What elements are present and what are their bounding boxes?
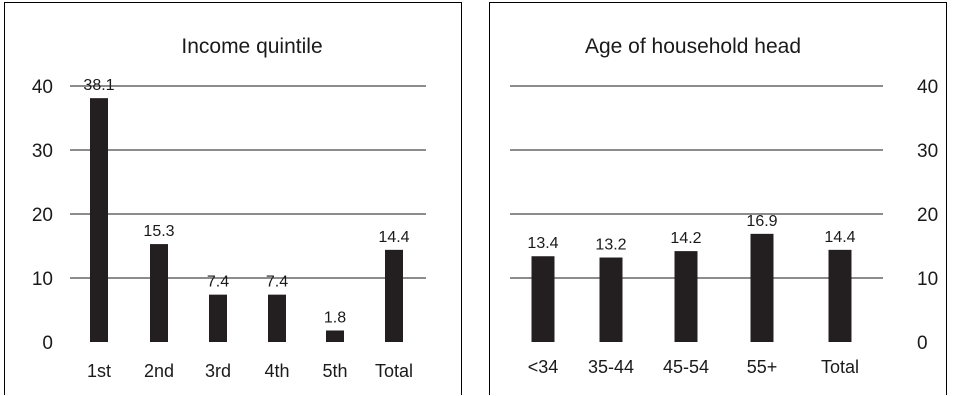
bar-45-54 <box>674 251 698 342</box>
data-label-55+: 16.9 <box>746 213 777 230</box>
data-label-45-54: 14.2 <box>670 230 701 247</box>
y-tick-label-10: 10 <box>32 269 53 290</box>
data-label-<34: 13.4 <box>527 235 558 252</box>
bar-35-44 <box>599 257 623 342</box>
y-tick-label-30: 30 <box>32 141 53 162</box>
data-label-1st: 38.1 <box>83 77 114 94</box>
chart-title: Income quintile <box>181 35 322 58</box>
y-tick-label-40: 40 <box>32 77 53 98</box>
age-household-head-chart: Age of household head 0 10 20 30 40 13.4 13.2… <box>510 35 938 377</box>
y-tick-label-0: 0 <box>42 333 53 354</box>
y-tick-label-0: 0 <box>917 333 928 354</box>
data-label-2nd: 15.3 <box>143 223 174 240</box>
bar-Total <box>828 249 852 342</box>
bar-2nd <box>150 244 168 342</box>
category-label-35-44: 35-44 <box>588 357 634 377</box>
y-tick-label-20: 20 <box>917 205 938 226</box>
category-label-45-54: 45-54 <box>663 357 709 377</box>
data-label-3rd: 7.4 <box>207 274 229 291</box>
y-tick-label-10: 10 <box>917 269 938 290</box>
category-label-<34: <34 <box>528 357 559 377</box>
category-label-Total: Total <box>821 357 859 377</box>
y-tick-label-20: 20 <box>32 205 53 226</box>
age-household-head-chart-panel: Age of household head 0 10 20 30 40 13.4 13.2… <box>489 2 947 395</box>
chart-title: Age of household head <box>585 35 801 58</box>
category-label-1st: 1st <box>87 361 111 381</box>
bar-Total <box>385 249 403 342</box>
data-label-Total: 14.4 <box>378 229 409 246</box>
category-label-5th: 5th <box>322 361 347 381</box>
data-label-4th: 7.4 <box>266 274 288 291</box>
category-label-4th: 4th <box>264 361 289 381</box>
bar-1st <box>90 98 108 342</box>
data-label-35-44: 13.2 <box>595 237 626 254</box>
bar-3rd <box>209 294 227 342</box>
bar-4th <box>268 294 286 342</box>
category-label-Total: Total <box>375 361 413 381</box>
income-quintile-chart-panel: Income quintile 0 10 20 30 40 38.1 15.3 7.4 7.4… <box>4 2 462 395</box>
data-label-5th: 1.8 <box>324 309 346 326</box>
category-label-3rd: 3rd <box>205 361 231 381</box>
bar-5th <box>326 330 344 342</box>
bar-<34 <box>531 256 555 342</box>
y-tick-label-40: 40 <box>917 77 938 98</box>
bar-55+ <box>750 233 774 342</box>
category-label-55+: 55+ <box>747 357 778 377</box>
data-label-Total: 14.4 <box>824 229 855 246</box>
y-tick-label-30: 30 <box>917 141 938 162</box>
category-label-2nd: 2nd <box>144 361 174 381</box>
income-quintile-chart: Income quintile 0 10 20 30 40 38.1 15.3 7.4 7.4… <box>32 35 426 381</box>
